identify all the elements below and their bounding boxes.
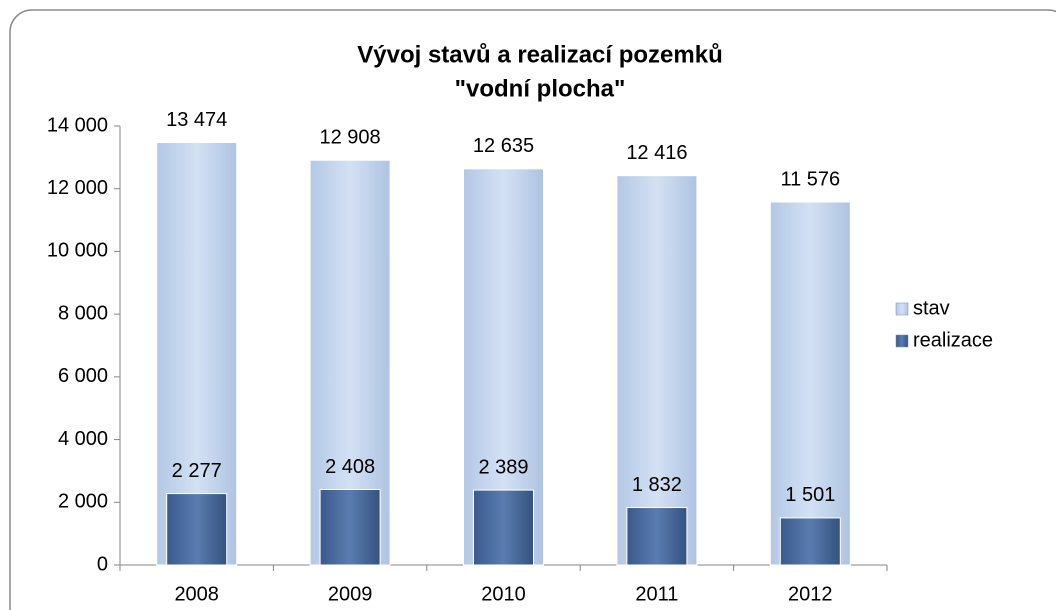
bar xyxy=(769,201,851,566)
legend-label: stav xyxy=(913,297,950,319)
y-tick-label: 2 000 xyxy=(58,491,108,513)
x-tick-label: 2009 xyxy=(328,583,373,605)
bar xyxy=(626,507,688,566)
bar xyxy=(616,175,698,566)
x-tick-label: 2011 xyxy=(635,583,678,605)
bar xyxy=(166,493,228,566)
x-tick-label: 2008 xyxy=(174,583,219,605)
value-label: 11 576 xyxy=(780,168,840,190)
chart-title: "vodní plocha" xyxy=(455,75,626,102)
value-label: 12 635 xyxy=(473,135,534,157)
bar xyxy=(473,489,534,566)
bar xyxy=(319,488,381,566)
y-tick-label: 14 000 xyxy=(47,114,108,136)
legend-swatch xyxy=(895,334,909,348)
x-tick-label: 2010 xyxy=(481,583,526,605)
y-tick-label: 10 000 xyxy=(47,240,108,262)
legend-label: realizace xyxy=(913,329,993,351)
y-tick-label: 12 000 xyxy=(47,177,108,199)
value-label: 13 474 xyxy=(166,109,227,131)
value-label: 12 908 xyxy=(320,127,381,149)
value-label: 1 832 xyxy=(632,474,682,496)
value-label: 12 416 xyxy=(626,142,687,164)
value-label: 2 389 xyxy=(478,456,528,478)
legend-swatch xyxy=(895,302,909,316)
x-tick-label: 2012 xyxy=(788,583,833,605)
y-tick-label: 0 xyxy=(97,553,108,575)
y-tick-label: 8 000 xyxy=(58,302,108,324)
value-label: 2 277 xyxy=(172,460,222,482)
y-tick-label: 6 000 xyxy=(58,365,108,387)
value-label: 1 501 xyxy=(785,484,835,506)
y-tick-label: 4 000 xyxy=(58,428,108,450)
bar xyxy=(779,517,841,566)
chart-title: Vývoj stavů a realizací pozemků xyxy=(357,41,723,68)
value-label: 2 408 xyxy=(325,456,375,478)
